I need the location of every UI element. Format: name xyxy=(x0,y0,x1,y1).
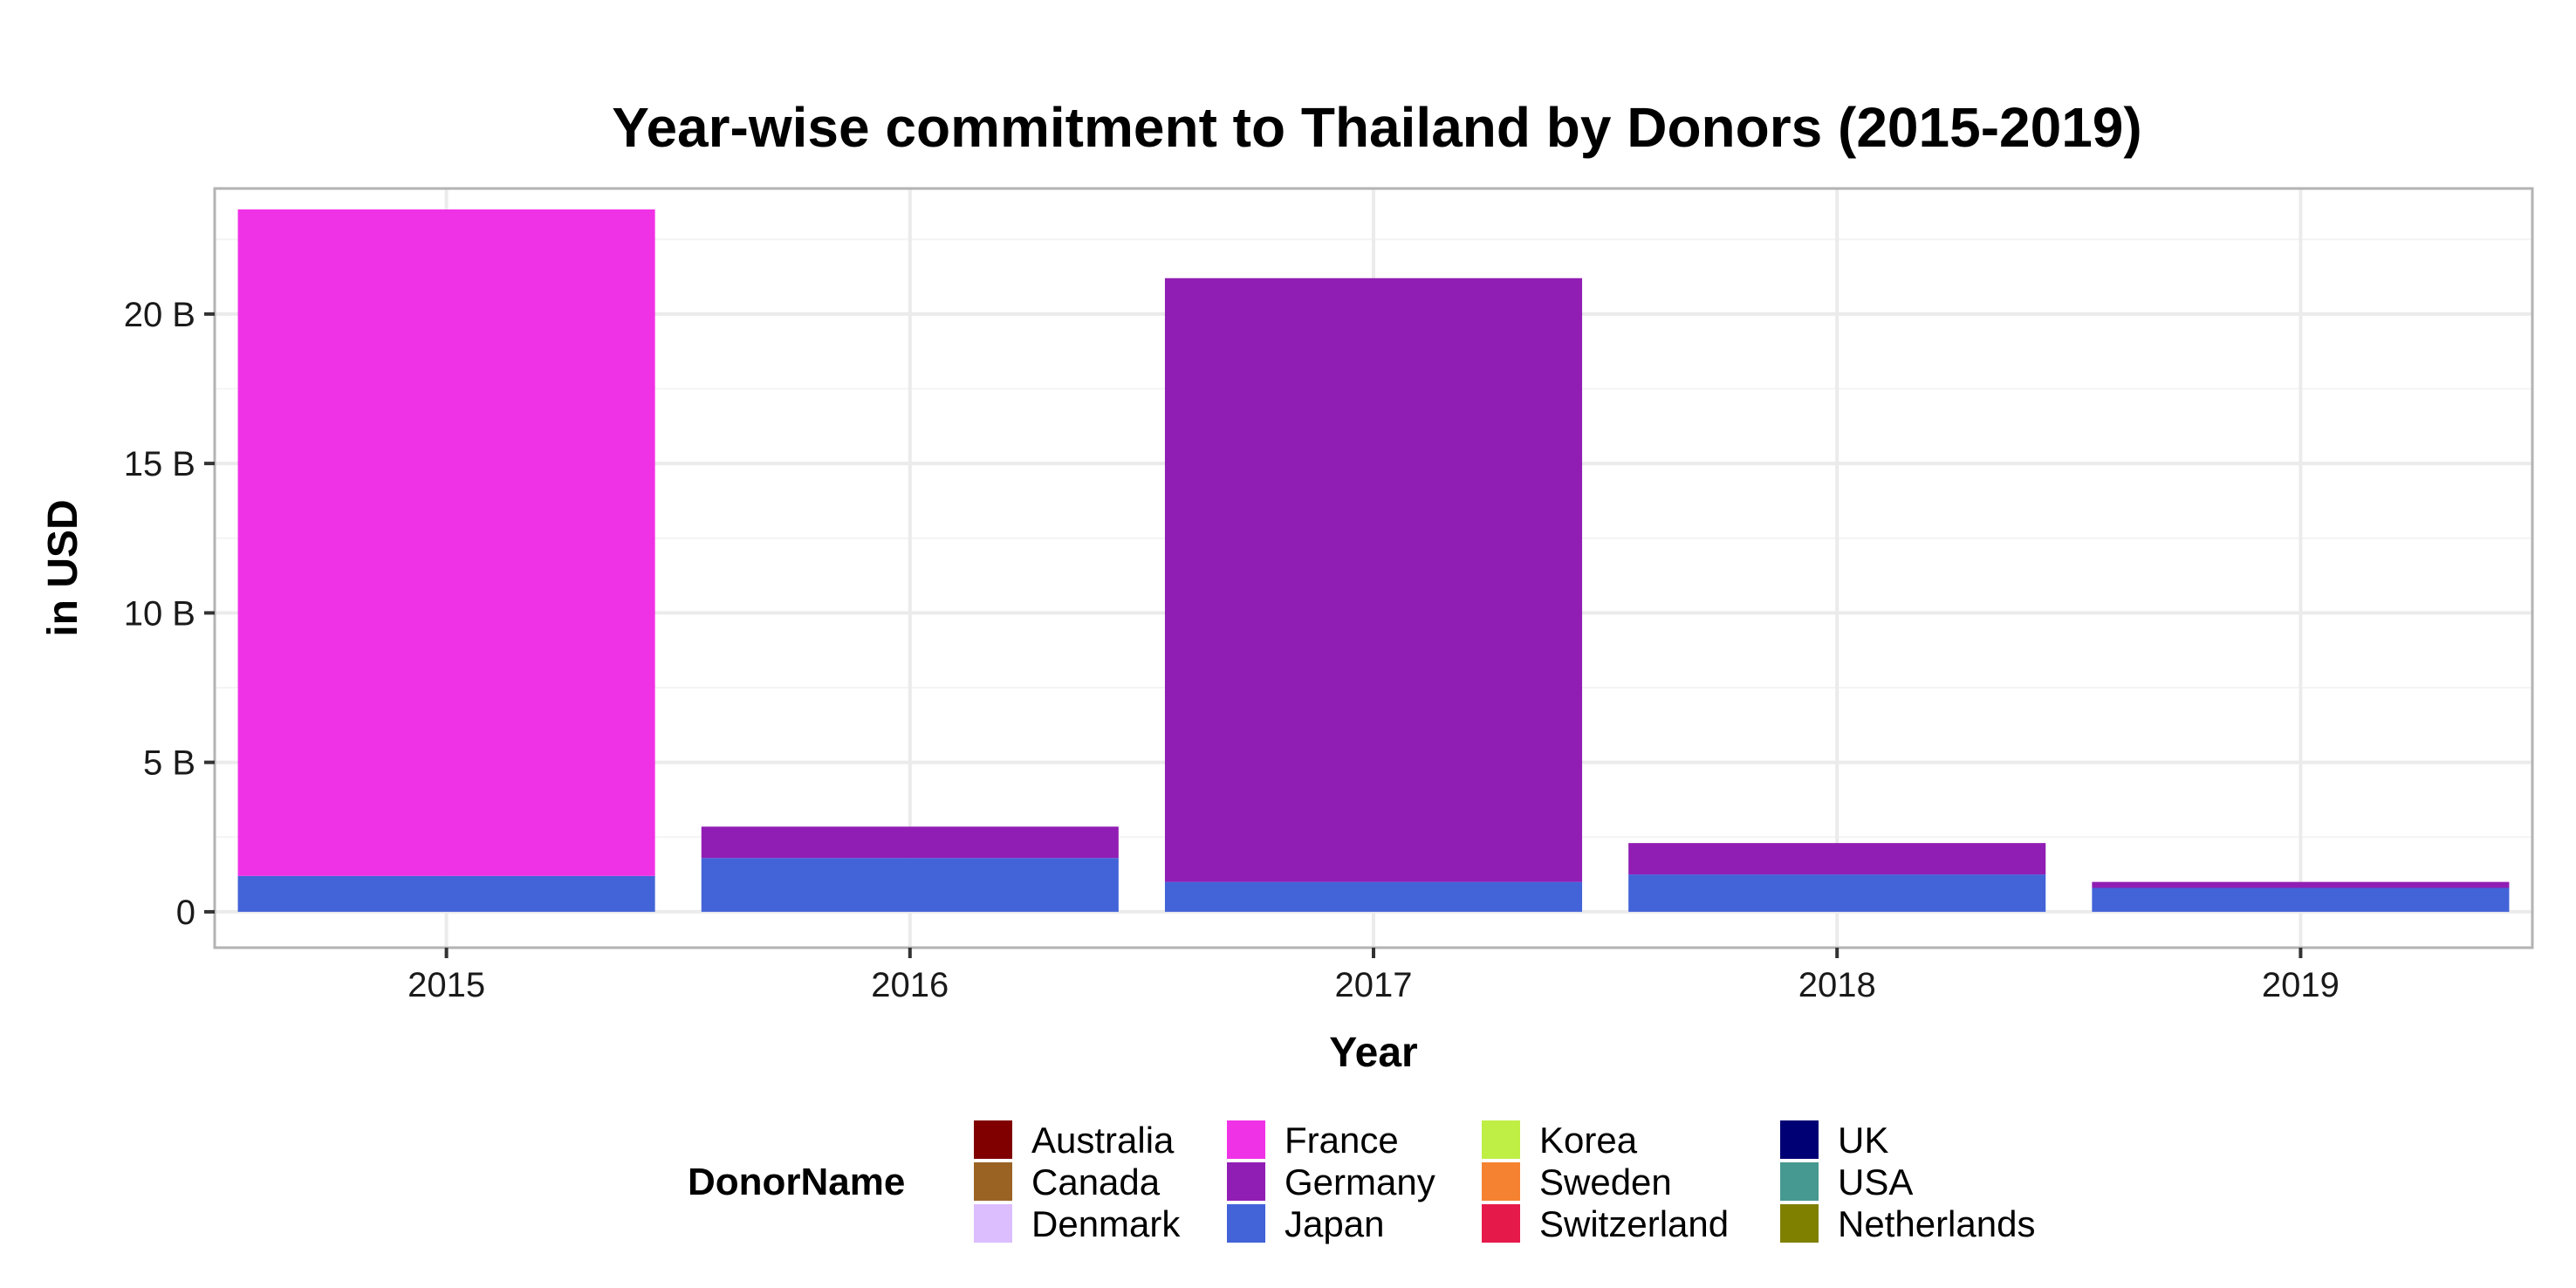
legend-key-sweden xyxy=(1482,1162,1520,1201)
legend-label-switzerland: Switzerland xyxy=(1539,1203,1729,1244)
bar-2015-japan xyxy=(238,876,655,912)
bar-2015-france xyxy=(238,209,655,876)
y-tick-label: 5 B xyxy=(143,744,195,783)
bar-2018-japan xyxy=(1628,874,2045,912)
legend-key-france xyxy=(1227,1120,1265,1159)
y-tick-label: 0 xyxy=(176,894,195,932)
legend-label-canada: Canada xyxy=(1031,1161,1161,1202)
y-axis-title: in USD xyxy=(40,499,86,636)
legend-key-denmark xyxy=(974,1204,1012,1243)
x-axis-title: Year xyxy=(1329,1030,1417,1076)
legend-label-australia: Australia xyxy=(1031,1120,1175,1161)
y-tick-label: 15 B xyxy=(124,445,195,483)
legend-label-france: France xyxy=(1285,1120,1399,1161)
bar-2016-germany xyxy=(702,826,1119,858)
legend-label-uk: UK xyxy=(1838,1120,1888,1161)
legend-key-uk xyxy=(1780,1120,1819,1159)
x-tick-label: 2018 xyxy=(1798,966,1876,1004)
legend-label-germany: Germany xyxy=(1285,1161,1435,1202)
legend-title: DonorName xyxy=(688,1161,905,1203)
legend-key-australia xyxy=(974,1120,1012,1159)
legend-label-sweden: Sweden xyxy=(1539,1161,1672,1202)
legend-label-usa: USA xyxy=(1838,1161,1913,1202)
x-tick-label: 2017 xyxy=(1335,966,1413,1004)
legend-label-korea: Korea xyxy=(1539,1120,1638,1161)
bar-2018-germany xyxy=(1628,843,2045,874)
bar-2019-germany xyxy=(2092,882,2509,888)
chart-title: Year-wise commitment to Thailand by Dono… xyxy=(612,96,2141,159)
y-axis: 0 5 B 10 B 15 B 20 B xyxy=(124,296,215,932)
bar-2016-japan xyxy=(702,858,1119,912)
legend-key-canada xyxy=(974,1162,1012,1201)
bar-2019-japan xyxy=(2092,887,2509,911)
x-tick-label: 2015 xyxy=(408,966,485,1004)
plot-panel xyxy=(215,188,2532,948)
legend-key-switzerland xyxy=(1482,1204,1520,1243)
legend-key-korea xyxy=(1482,1120,1520,1159)
legend-label-denmark: Denmark xyxy=(1031,1203,1181,1244)
legend-key-japan xyxy=(1227,1204,1265,1243)
y-tick-label: 20 B xyxy=(124,296,195,334)
legend-label-japan: Japan xyxy=(1285,1203,1384,1244)
x-tick-label: 2016 xyxy=(871,966,949,1004)
bar-2017-japan xyxy=(1165,882,1582,912)
legend-label-netherlands: Netherlands xyxy=(1838,1203,2035,1244)
y-tick-label: 10 B xyxy=(124,594,195,633)
bar-2017-germany xyxy=(1165,278,1582,882)
x-tick-label: 2019 xyxy=(2262,966,2340,1004)
x-axis: 2015 2016 2017 2018 2019 xyxy=(408,948,2340,1004)
legend-key-usa xyxy=(1780,1162,1819,1201)
legend-key-netherlands xyxy=(1780,1204,1819,1243)
legend-key-germany xyxy=(1227,1162,1265,1201)
